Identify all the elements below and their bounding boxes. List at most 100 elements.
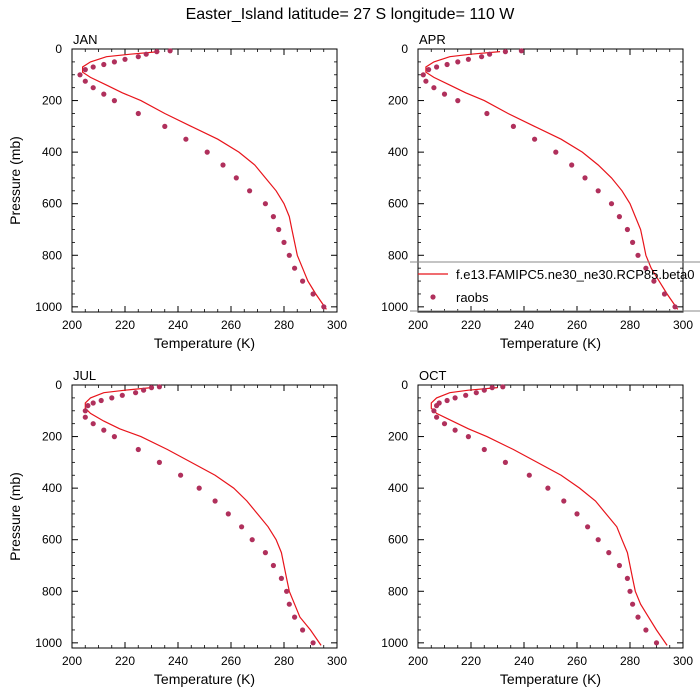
y-tick-label-jul: 200 xyxy=(42,430,62,444)
obs-point-oct xyxy=(481,446,487,453)
obs-point-jan xyxy=(135,110,141,117)
obs-point-jul xyxy=(286,601,292,607)
x-tick-label-jul: 220 xyxy=(115,654,135,668)
obs-point-jul xyxy=(249,537,255,543)
obs-point-jan xyxy=(204,149,210,155)
panels: JAN 200 220 240 260 280 300 0 200 400 600 800 1000 Te… xyxy=(7,32,693,687)
obs-point-jul xyxy=(85,403,91,409)
obs-point-jan xyxy=(183,136,189,142)
obs-point-jul xyxy=(82,414,88,420)
y-tick-label-apr: 800 xyxy=(388,248,408,262)
x-tick-label-oct: 200 xyxy=(408,654,428,668)
obs-point-jan xyxy=(233,175,239,181)
panel-label-oct: OCT xyxy=(419,368,447,383)
obs-point-oct xyxy=(452,395,458,401)
y-tick-label-jan: 0 xyxy=(55,42,62,56)
obs-point-apr xyxy=(479,54,485,60)
obs-point-jul xyxy=(239,524,245,530)
obs-point-jan xyxy=(310,291,316,297)
obs-point-apr xyxy=(643,265,649,271)
obs-point-jul xyxy=(156,459,162,465)
obs-point-jan xyxy=(90,85,96,91)
obs-point-oct xyxy=(635,614,641,620)
obs-point-jul xyxy=(101,427,107,433)
y-tick-label-apr: 1000 xyxy=(381,300,408,314)
x-axis-label-jul: Temperature (K) xyxy=(154,671,255,687)
obs-point-oct xyxy=(444,397,450,404)
obs-point-oct xyxy=(526,472,532,478)
obs-point-oct xyxy=(441,421,448,427)
y-tick-label-jan: 800 xyxy=(42,248,62,262)
obs-point-apr xyxy=(455,59,461,65)
y-tick-label-jul: 400 xyxy=(42,481,62,495)
obs-point-oct xyxy=(465,434,471,440)
obs-point-apr xyxy=(444,61,450,68)
obs-point-jan xyxy=(111,98,117,104)
obs-point-jul xyxy=(90,400,96,406)
x-tick-label-jul: 300 xyxy=(327,654,347,668)
panel-oct: OCT 200 220 240 260 280 300 0 200 400 600 800 1000 Te… xyxy=(381,368,693,687)
legend-label: raobs xyxy=(456,290,489,305)
obs-point-apr xyxy=(630,239,636,245)
x-tick-label-jan: 300 xyxy=(327,318,347,332)
obs-point-oct xyxy=(630,601,636,607)
chart-title: Easter_Island latitude= 27 S longitude= … xyxy=(186,6,516,23)
obs-point-oct xyxy=(561,498,567,504)
obs-point-oct xyxy=(574,511,580,517)
panel-label-jul: JUL xyxy=(73,368,96,383)
legend-label: f.e13.FAMIPC5.ne30_ne30.RCP85.beta0 xyxy=(456,267,695,282)
obs-point-oct xyxy=(627,588,633,594)
obs-point-jan xyxy=(262,201,268,207)
obs-point-oct xyxy=(643,627,649,633)
obs-point-apr xyxy=(434,64,440,70)
obs-point-jul xyxy=(135,446,141,453)
obs-point-oct xyxy=(452,427,458,433)
y-tick-label-oct: 600 xyxy=(388,533,408,547)
obs-point-oct xyxy=(606,550,612,556)
obs-point-jan xyxy=(300,278,306,284)
model-line-jan xyxy=(82,51,327,310)
obs-point-apr xyxy=(426,67,432,73)
obs-point-jan xyxy=(270,214,276,220)
obs-point-jul xyxy=(109,395,115,401)
obs-point-apr xyxy=(502,49,508,55)
obs-point-jan xyxy=(247,188,253,194)
x-tick-label-jul: 260 xyxy=(221,654,241,668)
obs-point-apr xyxy=(487,51,493,57)
x-tick-label-apr: 220 xyxy=(461,318,481,332)
x-tick-label-jul: 200 xyxy=(62,654,82,668)
obs-point-oct xyxy=(481,387,487,393)
x-tick-label-apr: 200 xyxy=(408,318,428,332)
obs-point-jul xyxy=(133,390,139,396)
y-tick-label-jul: 600 xyxy=(42,533,62,547)
obs-point-jul xyxy=(278,575,284,582)
obs-point-apr xyxy=(616,214,623,220)
x-axis-label-jan: Temperature (K) xyxy=(154,335,255,351)
x-tick-label-oct: 260 xyxy=(567,654,587,668)
y-tick-label-oct: 400 xyxy=(388,481,408,495)
x-tick-label-jan: 280 xyxy=(274,318,294,332)
obs-point-jul xyxy=(148,385,155,391)
panel-label-apr: APR xyxy=(419,32,446,47)
obs-point-oct xyxy=(463,392,469,398)
obs-point-jul xyxy=(156,384,162,390)
x-tick-label-jan: 220 xyxy=(115,318,135,332)
y-tick-label-jul: 1000 xyxy=(35,636,62,650)
obs-point-jul xyxy=(212,498,218,504)
model-line-apr xyxy=(425,51,679,310)
obs-point-jul xyxy=(292,614,298,620)
obs-point-oct xyxy=(434,414,440,420)
obs-point-jul xyxy=(178,472,184,478)
obs-point-oct xyxy=(585,524,591,530)
obs-point-apr xyxy=(553,149,559,155)
obs-point-apr xyxy=(431,85,437,91)
x-tick-label-oct: 300 xyxy=(673,654,693,668)
model-line-oct xyxy=(430,387,668,646)
obs-point-oct xyxy=(545,485,551,491)
obs-point-jul xyxy=(119,392,125,398)
obs-point-oct xyxy=(489,385,495,391)
x-tick-label-jul: 240 xyxy=(168,654,188,668)
obs-point-jan xyxy=(276,226,282,233)
obs-point-apr xyxy=(661,291,668,297)
